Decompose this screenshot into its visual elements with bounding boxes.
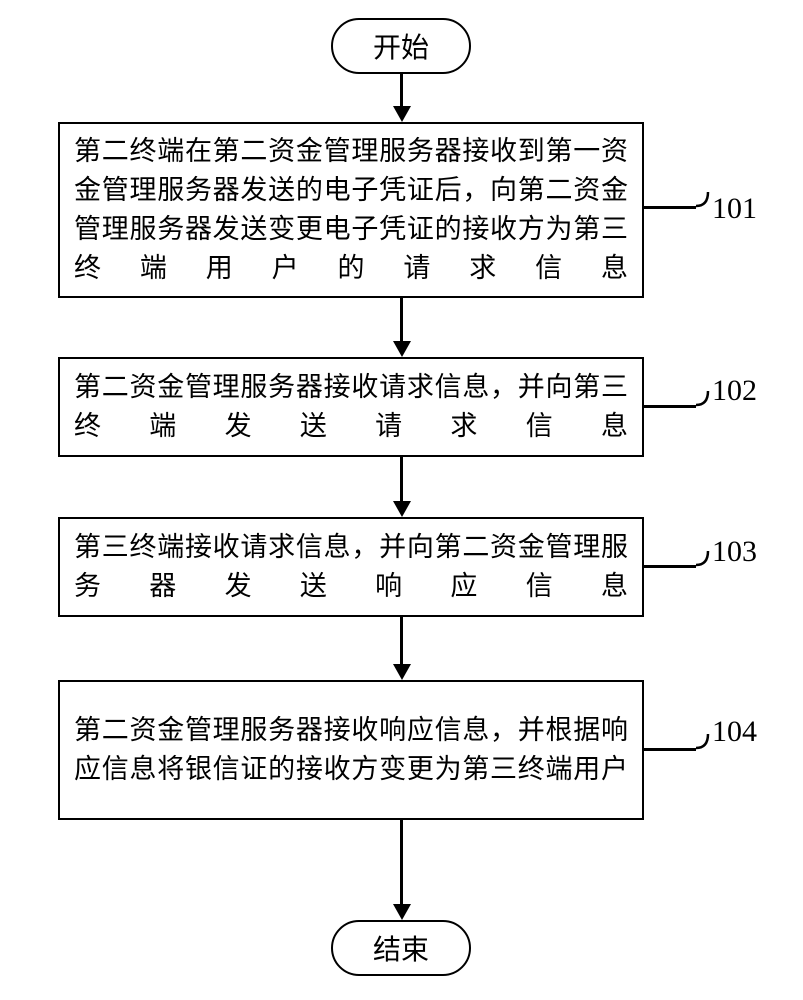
process-step-101: 第二终端在第二资金管理服务器接收到第一资金管理服务器发送的电子凭证后，向第二资金… bbox=[58, 122, 644, 298]
leader-line bbox=[644, 405, 696, 408]
arrow-line bbox=[400, 74, 403, 108]
leader-line bbox=[644, 748, 696, 751]
terminal-end: 结束 bbox=[331, 920, 471, 976]
process-step-104: 第二资金管理服务器接收响应信息，并根据响应信息将银信证的接收方变更为第三终端用户 bbox=[58, 680, 644, 820]
process-text: 第三终端接收请求信息，并向第二资金管理服务器发送响应信息 bbox=[74, 528, 628, 606]
arrow-head bbox=[393, 341, 411, 357]
process-text: 第二资金管理服务器接收请求信息，并向第三终端发送请求信息 bbox=[74, 368, 628, 446]
arrow-head bbox=[393, 501, 411, 517]
step-label-103: 103 bbox=[712, 535, 757, 569]
arrow-line bbox=[400, 617, 403, 666]
leader-line bbox=[644, 206, 696, 209]
terminal-end-label: 结束 bbox=[373, 928, 429, 968]
process-step-102: 第二资金管理服务器接收请求信息，并向第三终端发送请求信息 bbox=[58, 357, 644, 457]
flowchart-container: 开始 第二终端在第二资金管理服务器接收到第一资金管理服务器发送的电子凭证后，向第… bbox=[0, 0, 803, 1000]
arrow-line bbox=[400, 820, 403, 906]
arrow-line bbox=[400, 298, 403, 343]
terminal-start-label: 开始 bbox=[373, 26, 429, 66]
leader-line bbox=[644, 565, 696, 568]
arrow-head bbox=[393, 664, 411, 680]
process-text: 第二资金管理服务器接收响应信息，并根据响应信息将银信证的接收方变更为第三终端用户 bbox=[74, 711, 628, 789]
arrow-line bbox=[400, 457, 403, 503]
step-label-101: 101 bbox=[712, 192, 757, 226]
arrow-head bbox=[393, 106, 411, 122]
terminal-start: 开始 bbox=[331, 18, 471, 74]
leader-arc bbox=[694, 389, 714, 409]
process-step-103: 第三终端接收请求信息，并向第二资金管理服务器发送响应信息 bbox=[58, 517, 644, 617]
step-label-102: 102 bbox=[712, 374, 757, 408]
process-text: 第二终端在第二资金管理服务器接收到第一资金管理服务器发送的电子凭证后，向第二资金… bbox=[74, 132, 628, 289]
step-label-104: 104 bbox=[712, 715, 757, 749]
leader-arc bbox=[694, 732, 714, 752]
arrow-head bbox=[393, 904, 411, 920]
leader-arc bbox=[694, 190, 714, 210]
leader-arc bbox=[694, 549, 714, 569]
